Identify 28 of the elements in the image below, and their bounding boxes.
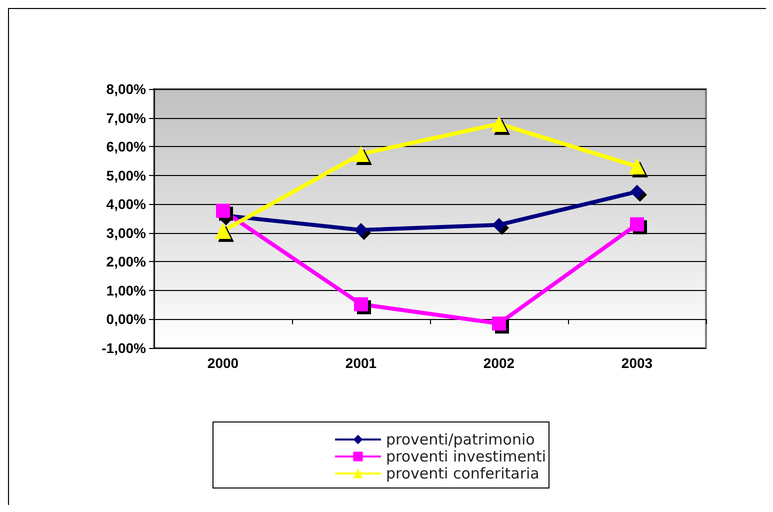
point — [630, 217, 644, 232]
y-tick-label: 6,00% — [106, 138, 147, 155]
y-tick-label: 7,00% — [106, 110, 147, 126]
y-tick-label: 4,00% — [106, 196, 147, 212]
y-tick-label: 1,00% — [106, 282, 147, 298]
y-tick-label: 0,00% — [106, 311, 147, 328]
point — [216, 204, 230, 218]
y-tick-label: 2,00% — [106, 254, 147, 270]
legend-label: proventi/patrimonio — [386, 430, 535, 448]
y-tick-label: 3,00% — [106, 224, 147, 241]
legend-label: proventi investimenti — [386, 448, 546, 466]
point — [492, 218, 506, 232]
point — [354, 297, 368, 312]
x-tick-label: 2003 — [621, 355, 653, 371]
x-tick-label: 2002 — [483, 355, 515, 371]
point — [353, 146, 369, 162]
point — [215, 222, 231, 239]
legend-label: proventi conferitaria — [386, 464, 540, 482]
x-tick-label: 2000 — [207, 355, 239, 371]
point — [629, 158, 645, 174]
point — [630, 184, 644, 199]
y-tick-label: -1,00% — [102, 340, 147, 356]
y-tick-label: 8,00% — [106, 81, 147, 97]
point — [492, 316, 506, 331]
point — [354, 223, 368, 238]
point — [491, 116, 507, 132]
y-tick-label: 5,00% — [106, 167, 147, 184]
x-tick-label: 2001 — [345, 355, 377, 371]
